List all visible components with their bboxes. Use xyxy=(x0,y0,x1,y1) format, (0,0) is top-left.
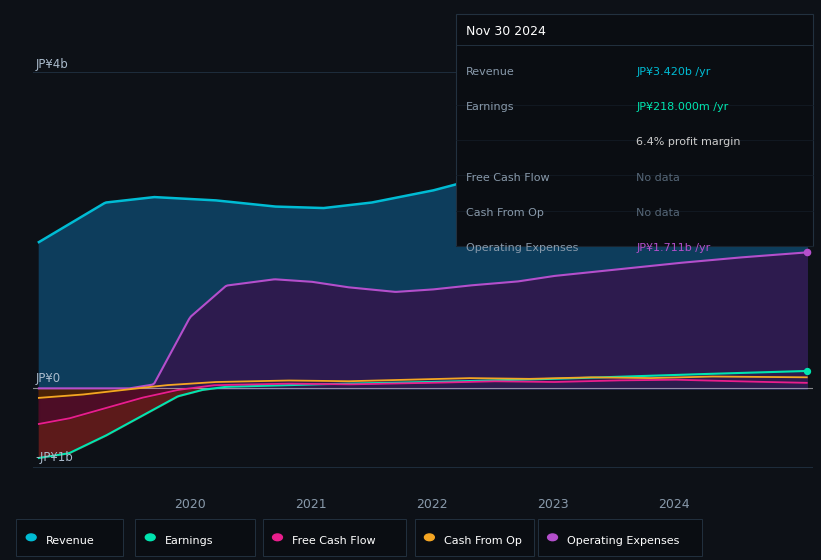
Text: Nov 30 2024: Nov 30 2024 xyxy=(466,25,545,38)
Text: 6.4% profit margin: 6.4% profit margin xyxy=(636,137,741,147)
Point xyxy=(800,248,814,257)
Text: Free Cash Flow: Free Cash Flow xyxy=(292,536,376,546)
Text: Earnings: Earnings xyxy=(165,536,213,546)
Text: JP¥218.000m /yr: JP¥218.000m /yr xyxy=(636,102,728,112)
Text: JP¥0: JP¥0 xyxy=(35,372,61,385)
Text: -JP¥1b: -JP¥1b xyxy=(35,451,73,464)
Text: JP¥1.711b /yr: JP¥1.711b /yr xyxy=(636,243,710,253)
Text: JP¥4b: JP¥4b xyxy=(35,58,68,71)
Text: Cash From Op: Cash From Op xyxy=(466,208,544,218)
Text: Revenue: Revenue xyxy=(466,67,514,77)
Text: Earnings: Earnings xyxy=(466,102,514,112)
Text: No data: No data xyxy=(636,172,680,183)
Text: Revenue: Revenue xyxy=(46,536,94,546)
Text: Operating Expenses: Operating Expenses xyxy=(567,536,680,546)
Text: Cash From Op: Cash From Op xyxy=(444,536,522,546)
Text: No data: No data xyxy=(636,208,680,218)
Text: Operating Expenses: Operating Expenses xyxy=(466,243,578,253)
Text: Free Cash Flow: Free Cash Flow xyxy=(466,172,549,183)
Point xyxy=(800,366,814,375)
Text: JP¥3.420b /yr: JP¥3.420b /yr xyxy=(636,67,711,77)
Point xyxy=(800,107,814,116)
